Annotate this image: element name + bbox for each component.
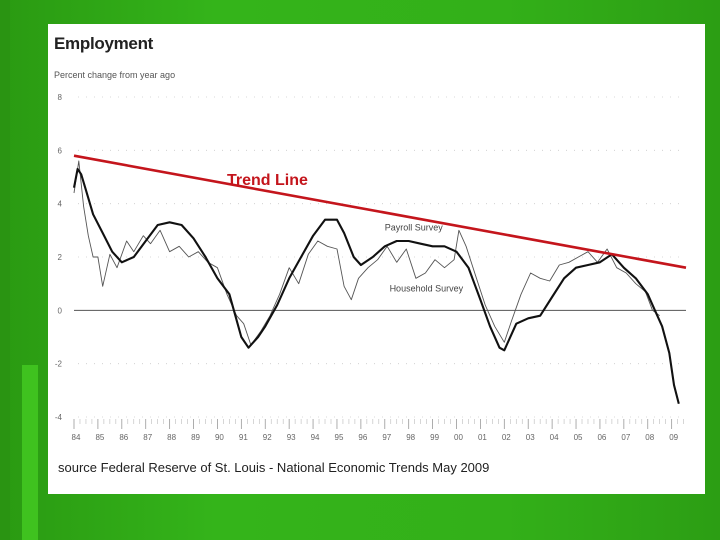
- chart-title: Employment: [54, 34, 154, 53]
- x-tick-label: 07: [621, 433, 630, 442]
- x-tick-label: 09: [669, 433, 678, 442]
- x-tick-label: 98: [406, 433, 415, 442]
- x-tick-label: 93: [287, 433, 296, 442]
- x-tick-label: 03: [526, 433, 535, 442]
- x-tick-label: 00: [454, 433, 463, 442]
- y-tick-label: -4: [55, 413, 63, 422]
- x-tick-label: 99: [430, 433, 439, 442]
- x-tick-label: 06: [597, 433, 606, 442]
- x-tick-label: 08: [645, 433, 654, 442]
- slide-decor-bar-dark: [38, 365, 46, 540]
- trend-line-line: [73, 154, 687, 269]
- x-tick-label: 87: [143, 433, 152, 442]
- x-tick-label: 91: [239, 433, 248, 442]
- x-tick-label: 02: [502, 433, 511, 442]
- x-tick-label: 95: [335, 433, 344, 442]
- x-tick-label: 01: [478, 433, 487, 442]
- payroll-survey-annotation: Payroll Survey: [385, 222, 444, 232]
- x-tick-label: 97: [382, 433, 391, 442]
- source-note: source Federal Reserve of St. Louis - Na…: [58, 460, 490, 475]
- y-tick-label: 4: [58, 200, 63, 209]
- trend-line-annotation: Trend Line: [227, 172, 308, 189]
- x-tick-label: 96: [358, 433, 367, 442]
- x-tick-label: 86: [119, 433, 128, 442]
- x-tick-label: 90: [215, 433, 224, 442]
- x-tick-label: 88: [167, 433, 176, 442]
- y-axis-label: Percent change from year ago: [54, 70, 176, 80]
- chart-panel: Employment Percent change from year ago …: [48, 24, 705, 494]
- y-tick-label: 0: [58, 306, 63, 315]
- x-tick-label: 92: [263, 433, 272, 442]
- x-tick-label: 85: [95, 433, 104, 442]
- x-tick-label: 04: [550, 433, 559, 442]
- y-tick-label: -2: [55, 360, 63, 369]
- household-survey-line: [73, 160, 660, 346]
- x-tick-label: 94: [311, 433, 320, 442]
- x-tick-label: 84: [72, 433, 81, 442]
- x-tick-label: 05: [574, 433, 583, 442]
- x-tick-label: 89: [191, 433, 200, 442]
- y-tick-label: 2: [58, 253, 63, 262]
- slide-left-band: [0, 0, 10, 540]
- y-tick-label: 8: [58, 93, 63, 102]
- household-survey-annotation: Household Survey: [390, 284, 464, 294]
- y-tick-label: 6: [58, 146, 63, 155]
- slide-decor-bar: [22, 365, 38, 540]
- payroll-survey-line: [72, 167, 680, 404]
